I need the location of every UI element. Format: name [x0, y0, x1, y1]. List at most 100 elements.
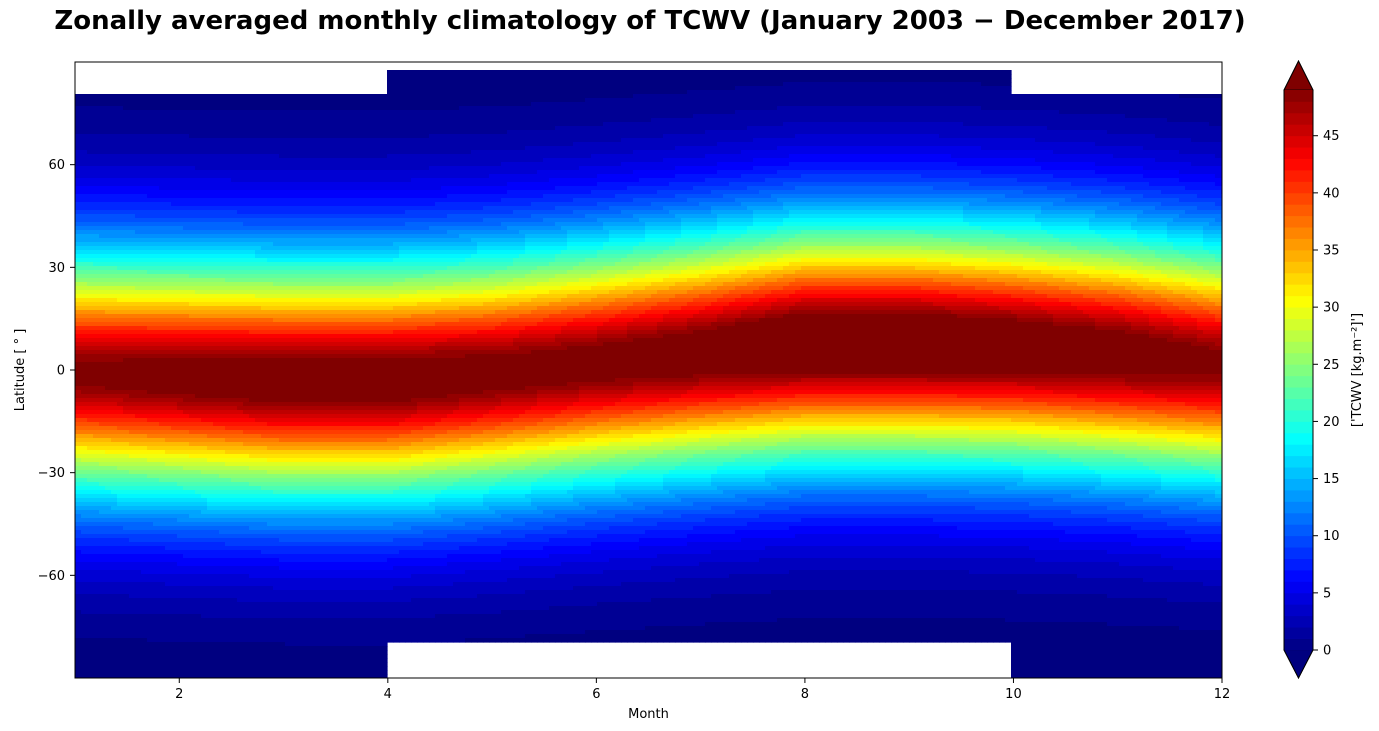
- field-cell: [189, 310, 196, 315]
- field-cell: [75, 670, 82, 675]
- field-cell: [141, 166, 148, 171]
- field-cell: [171, 286, 178, 291]
- field-cell: [117, 206, 124, 211]
- field-cell: [153, 230, 160, 235]
- field-cell: [135, 602, 142, 607]
- field-cell: [261, 510, 268, 515]
- field-cell: [147, 558, 154, 563]
- field-cell: [189, 466, 196, 471]
- field-cell: [231, 190, 238, 195]
- field-cell: [219, 206, 226, 211]
- field-cell: [243, 278, 250, 283]
- field-cell: [159, 174, 166, 179]
- field-cell: [261, 430, 268, 435]
- field-cell: [165, 146, 172, 151]
- field-cell: [249, 594, 256, 599]
- field-cell: [159, 598, 166, 603]
- field-cell: [219, 490, 226, 495]
- field-cell: [237, 430, 244, 435]
- field-cell: [93, 394, 100, 399]
- field-cell: [249, 406, 256, 411]
- field-cell: [141, 122, 148, 127]
- field-cell: [177, 386, 184, 391]
- field-cell: [267, 414, 274, 419]
- field-cell: [129, 378, 136, 383]
- field-cell: [255, 442, 262, 447]
- field-cell: [141, 634, 148, 639]
- field-cell: [213, 354, 220, 359]
- field-cell: [243, 470, 250, 475]
- field-cell: [93, 562, 100, 567]
- field-cell: [159, 618, 166, 623]
- field-cell: [99, 418, 106, 423]
- field-cell: [159, 202, 166, 207]
- field-cell: [219, 182, 226, 187]
- field-cell: [219, 582, 226, 587]
- field-cell: [123, 646, 130, 651]
- field-cell: [177, 186, 184, 191]
- field-cell: [261, 674, 268, 678]
- field-cell: [99, 198, 106, 203]
- field-cell: [147, 578, 154, 583]
- field-cell: [261, 522, 268, 527]
- field-cell: [123, 658, 130, 663]
- field-cell: [243, 354, 250, 359]
- field-cell: [195, 550, 202, 555]
- field-cell: [111, 394, 118, 399]
- field-cell: [189, 194, 196, 199]
- field-cell: [219, 318, 226, 323]
- field-cell: [273, 242, 280, 247]
- field-cell: [105, 246, 112, 251]
- field-cell: [213, 610, 220, 615]
- field-cell: [153, 538, 160, 543]
- field-cell: [141, 334, 148, 339]
- field-cell: [201, 346, 208, 351]
- field-cell: [135, 578, 142, 583]
- field-cell: [249, 102, 256, 107]
- field-cell: [135, 650, 142, 655]
- field-cell: [267, 106, 274, 111]
- field-cell: [183, 514, 190, 519]
- field-cell: [243, 550, 250, 555]
- field-cell: [255, 438, 262, 443]
- field-cell: [225, 202, 232, 207]
- field-cell: [141, 146, 148, 151]
- field-cell: [243, 94, 250, 99]
- field-cell: [231, 550, 238, 555]
- field-cell: [93, 122, 100, 127]
- field-cell: [135, 486, 142, 491]
- field-cell: [123, 546, 130, 551]
- field-cell: [255, 282, 262, 287]
- field-cell: [255, 182, 262, 187]
- field-cell: [243, 334, 250, 339]
- field-cell: [141, 238, 148, 243]
- field-cell: [189, 186, 196, 191]
- field-cell: [117, 418, 124, 423]
- field-cell: [153, 410, 160, 415]
- field-cell: [273, 438, 280, 443]
- field-cell: [213, 606, 220, 611]
- field-cell: [93, 382, 100, 387]
- field-cell: [141, 242, 148, 247]
- field-cell: [111, 418, 118, 423]
- field-cell: [261, 494, 268, 499]
- field-cell: [207, 130, 214, 135]
- field-cell: [201, 418, 208, 423]
- field-cell: [75, 238, 82, 243]
- field-cell: [201, 394, 208, 399]
- field-cell: [231, 210, 238, 215]
- field-cell: [135, 294, 142, 299]
- field-cell: [279, 210, 286, 215]
- field-cell: [99, 578, 106, 583]
- field-cell: [87, 202, 94, 207]
- field-cell: [237, 134, 244, 139]
- field-cell: [237, 398, 244, 403]
- field-cell: [273, 450, 280, 455]
- field-cell: [255, 566, 262, 571]
- field-cell: [189, 142, 196, 147]
- field-cell: [195, 562, 202, 567]
- field-cell: [111, 114, 118, 119]
- field-cell: [213, 366, 220, 371]
- field-cell: [237, 662, 244, 667]
- field-cell: [195, 490, 202, 495]
